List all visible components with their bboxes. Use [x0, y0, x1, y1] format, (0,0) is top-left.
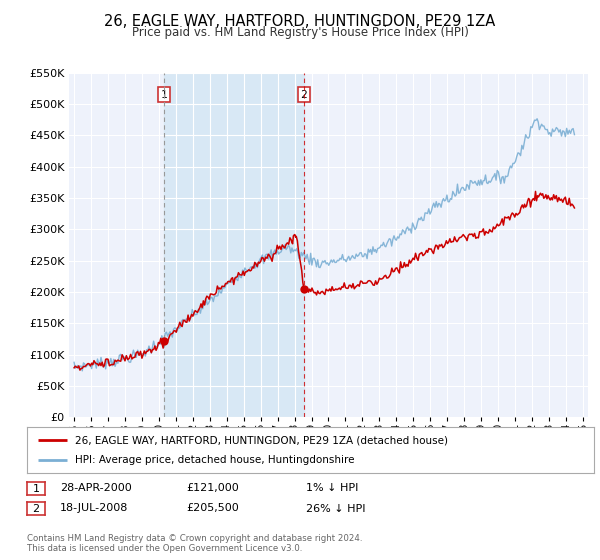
Text: 28-APR-2000: 28-APR-2000 — [60, 483, 132, 493]
Text: 2: 2 — [32, 504, 40, 514]
Text: 1: 1 — [32, 484, 40, 493]
Text: £121,000: £121,000 — [186, 483, 239, 493]
Text: Contains HM Land Registry data © Crown copyright and database right 2024.: Contains HM Land Registry data © Crown c… — [27, 534, 362, 543]
Text: 2: 2 — [301, 90, 307, 100]
Text: 1% ↓ HPI: 1% ↓ HPI — [306, 483, 358, 493]
Text: 26% ↓ HPI: 26% ↓ HPI — [306, 503, 365, 514]
Text: 18-JUL-2008: 18-JUL-2008 — [60, 503, 128, 514]
Bar — [164, 73, 304, 417]
Text: Price paid vs. HM Land Registry's House Price Index (HPI): Price paid vs. HM Land Registry's House … — [131, 26, 469, 39]
Text: This data is licensed under the Open Government Licence v3.0.: This data is licensed under the Open Gov… — [27, 544, 302, 553]
Text: HPI: Average price, detached house, Huntingdonshire: HPI: Average price, detached house, Hunt… — [75, 455, 355, 465]
Text: 1: 1 — [161, 90, 167, 100]
Text: 26, EAGLE WAY, HARTFORD, HUNTINGDON, PE29 1ZA (detached house): 26, EAGLE WAY, HARTFORD, HUNTINGDON, PE2… — [75, 435, 448, 445]
Text: 26, EAGLE WAY, HARTFORD, HUNTINGDON, PE29 1ZA: 26, EAGLE WAY, HARTFORD, HUNTINGDON, PE2… — [104, 14, 496, 29]
Text: £205,500: £205,500 — [186, 503, 239, 514]
